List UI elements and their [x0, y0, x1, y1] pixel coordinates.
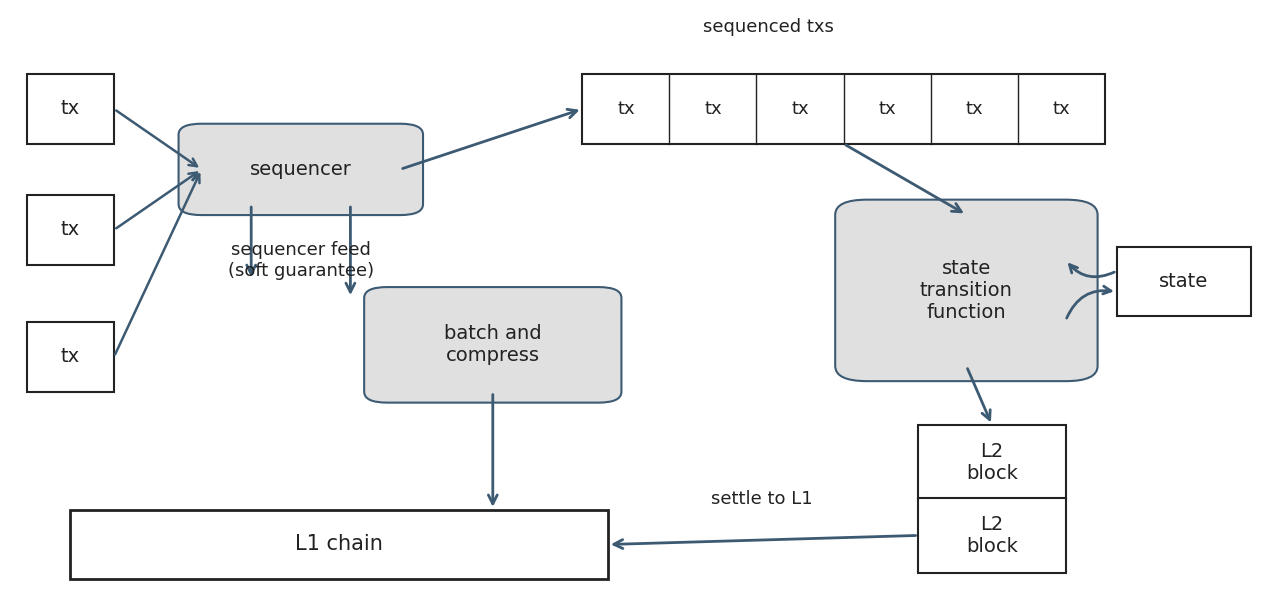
- Text: tx: tx: [965, 100, 983, 118]
- Text: tx: tx: [61, 99, 79, 119]
- Bar: [27, 322, 114, 392]
- Text: tx: tx: [617, 100, 635, 118]
- Bar: [1117, 247, 1252, 316]
- Text: tx: tx: [61, 220, 79, 240]
- Text: state
transition
function: state transition function: [920, 259, 1012, 322]
- FancyBboxPatch shape: [364, 287, 622, 403]
- Text: L1 chain: L1 chain: [296, 534, 383, 555]
- Bar: [27, 195, 114, 265]
- Text: L2
block: L2 block: [966, 442, 1018, 483]
- Text: sequencer feed
(soft guarantee): sequencer feed (soft guarantee): [228, 241, 374, 280]
- Text: L2
block: L2 block: [966, 515, 1018, 556]
- Bar: [582, 74, 1105, 144]
- Text: tx: tx: [878, 100, 896, 118]
- Text: tx: tx: [791, 100, 809, 118]
- Text: tx: tx: [704, 100, 722, 118]
- Text: tx: tx: [61, 347, 79, 367]
- FancyBboxPatch shape: [835, 200, 1097, 381]
- Text: tx: tx: [1052, 100, 1070, 118]
- Bar: [919, 425, 1066, 501]
- Text: sequenced txs: sequenced txs: [703, 18, 833, 36]
- Bar: [70, 509, 608, 580]
- Bar: [919, 497, 1066, 574]
- Text: state: state: [1160, 272, 1208, 291]
- Text: settle to L1: settle to L1: [710, 490, 813, 508]
- Text: sequencer: sequencer: [250, 160, 352, 179]
- FancyBboxPatch shape: [178, 124, 422, 215]
- Text: batch and
compress: batch and compress: [444, 324, 541, 365]
- Bar: [27, 74, 114, 144]
